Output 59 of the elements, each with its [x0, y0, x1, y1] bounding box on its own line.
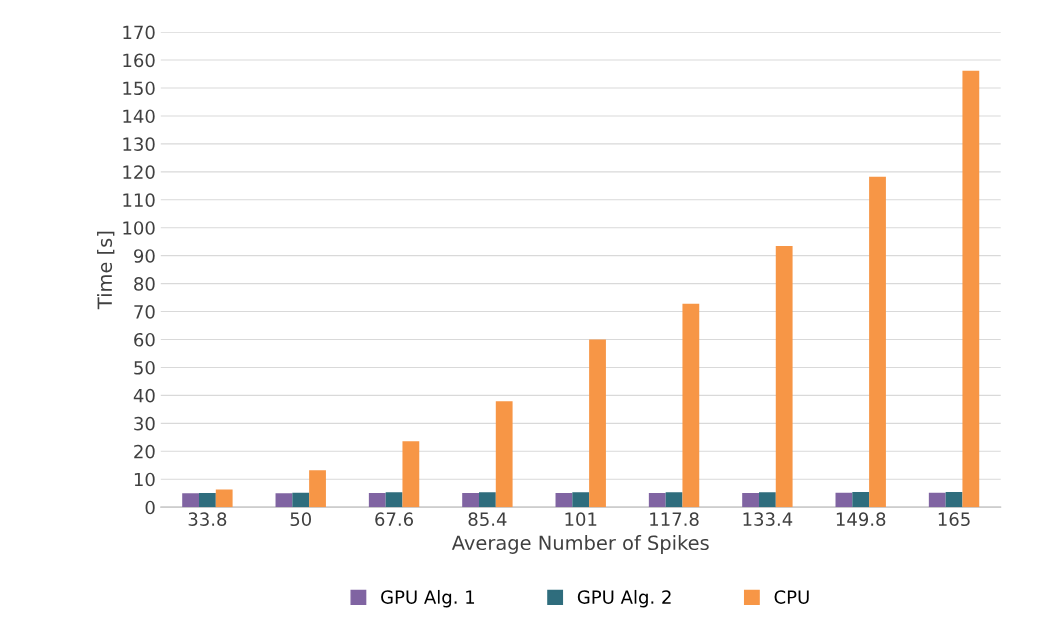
x-tick-label: 165 — [938, 512, 970, 527]
bar — [402, 441, 420, 508]
x-tick-label: 101 — [565, 512, 597, 527]
y-tick-label: 30 — [134, 416, 155, 431]
y-tick-label: 150 — [123, 81, 155, 96]
legend-label: CPU — [774, 590, 809, 604]
bar — [742, 492, 759, 508]
y-tick-label: 10 — [134, 472, 155, 487]
bar — [962, 70, 980, 508]
legend-label: GPU Alg. 1 — [381, 589, 475, 608]
legend-label: GPU Alg. 2 — [577, 589, 671, 608]
bar — [665, 492, 683, 508]
bar — [199, 492, 216, 508]
bar — [758, 492, 776, 508]
bar — [275, 493, 293, 508]
x-tick-label: 67.6 — [375, 512, 414, 527]
bar — [478, 492, 496, 508]
y-tick-label: 120 — [123, 165, 155, 179]
bar — [869, 176, 886, 508]
x-tick-label: 85.4 — [468, 512, 507, 527]
y-tick-label: 70 — [134, 305, 155, 319]
bar — [555, 492, 573, 508]
bar — [368, 492, 386, 508]
y-tick-label: 90 — [134, 249, 155, 263]
y-tick-label: 0 — [145, 500, 155, 515]
x-tick-label: 50 — [290, 512, 312, 527]
bar — [215, 489, 233, 508]
bar — [589, 339, 606, 508]
bar — [572, 492, 590, 508]
y-tick-label: 20 — [134, 444, 155, 459]
y-tick-label: 80 — [134, 277, 155, 291]
x-tick-label: 133.4 — [743, 512, 793, 527]
y-tick-label: 130 — [123, 137, 155, 151]
x-tick-label: 117.8 — [650, 512, 699, 527]
bar — [385, 492, 403, 508]
y-tick-label: 50 — [134, 360, 155, 375]
x-tick-label: 149.8 — [836, 512, 886, 527]
y-tick-label: 170 — [123, 25, 155, 40]
bar — [775, 245, 793, 508]
bar — [682, 303, 700, 508]
bar — [495, 401, 513, 508]
x-axis-title: Average Number of Spikes — [451, 535, 709, 554]
y-tick-label: 100 — [123, 221, 155, 235]
x-tick-label: 33.8 — [188, 512, 227, 527]
y-tick-label: 40 — [133, 388, 155, 403]
y-axis-title: Time [s] — [97, 231, 115, 310]
bar — [835, 492, 853, 508]
bar — [309, 470, 326, 508]
bar — [945, 492, 963, 508]
y-tick-label: 160 — [123, 53, 155, 68]
bar — [292, 492, 310, 508]
y-tick-label: 140 — [123, 109, 155, 124]
bar — [928, 492, 946, 508]
y-tick-label: 110 — [123, 193, 155, 207]
bar — [852, 492, 870, 508]
bar — [648, 492, 666, 508]
y-tick-label: 60 — [134, 332, 155, 347]
bar — [462, 492, 479, 508]
bar — [182, 493, 199, 508]
